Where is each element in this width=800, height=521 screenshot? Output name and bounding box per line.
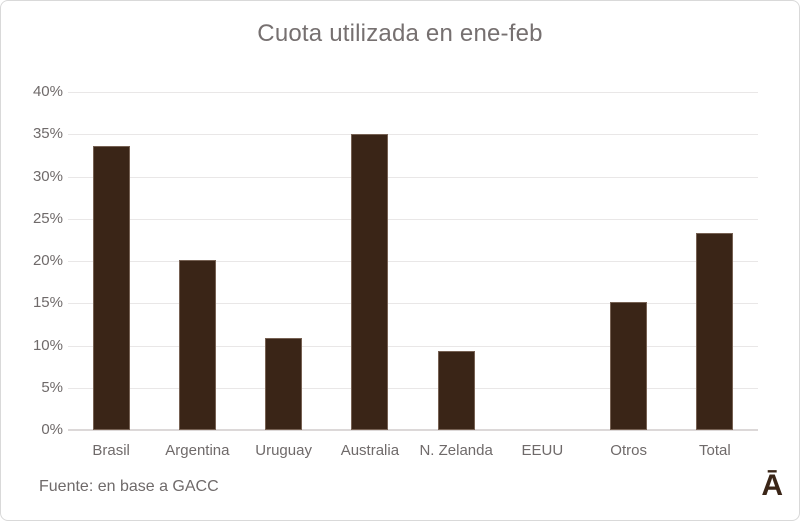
brand-logo: Ā <box>761 469 783 502</box>
source-note: Fuente: en base a GACC <box>39 478 219 495</box>
x-axis-line <box>68 429 758 431</box>
gridline <box>68 261 758 262</box>
bar-otros <box>610 301 648 430</box>
y-tick-label: 25% <box>32 209 63 227</box>
y-tick-label: 40% <box>32 83 63 100</box>
bar-argentina <box>178 260 216 430</box>
x-category-label: Uruguay <box>255 442 312 459</box>
x-category-label: Total <box>699 442 731 459</box>
bar-australia <box>351 134 389 430</box>
gridline <box>68 218 758 220</box>
bar-n-zelanda <box>437 350 475 430</box>
x-category-label: Otros <box>610 442 647 459</box>
y-tick-label: 20% <box>32 252 63 269</box>
y-tick-label: 5% <box>41 378 63 396</box>
gridline <box>68 92 758 93</box>
gridline <box>68 387 758 389</box>
gridline <box>68 134 758 136</box>
chart-title: Cuota utilizada en ene-feb <box>257 20 543 47</box>
x-category-label: Brasil <box>92 442 130 459</box>
x-category-label: N. Zelanda <box>419 442 493 459</box>
y-tick-label: 30% <box>32 167 63 185</box>
gridline <box>68 176 758 178</box>
y-tick-label: 10% <box>32 336 63 354</box>
x-category-label: Argentina <box>165 442 230 459</box>
x-category-label: EEUU <box>521 442 564 459</box>
y-tick-label: 0% <box>41 421 63 438</box>
bar-brasil <box>92 146 130 430</box>
x-category-label: Australia <box>340 442 400 459</box>
gridline <box>68 345 758 347</box>
plot-area <box>68 92 758 431</box>
gridline <box>68 303 758 305</box>
y-tick-label: 35% <box>32 125 63 143</box>
bar-uruguay <box>265 337 303 430</box>
bar-total <box>696 233 734 430</box>
y-tick-label: 15% <box>32 294 63 312</box>
